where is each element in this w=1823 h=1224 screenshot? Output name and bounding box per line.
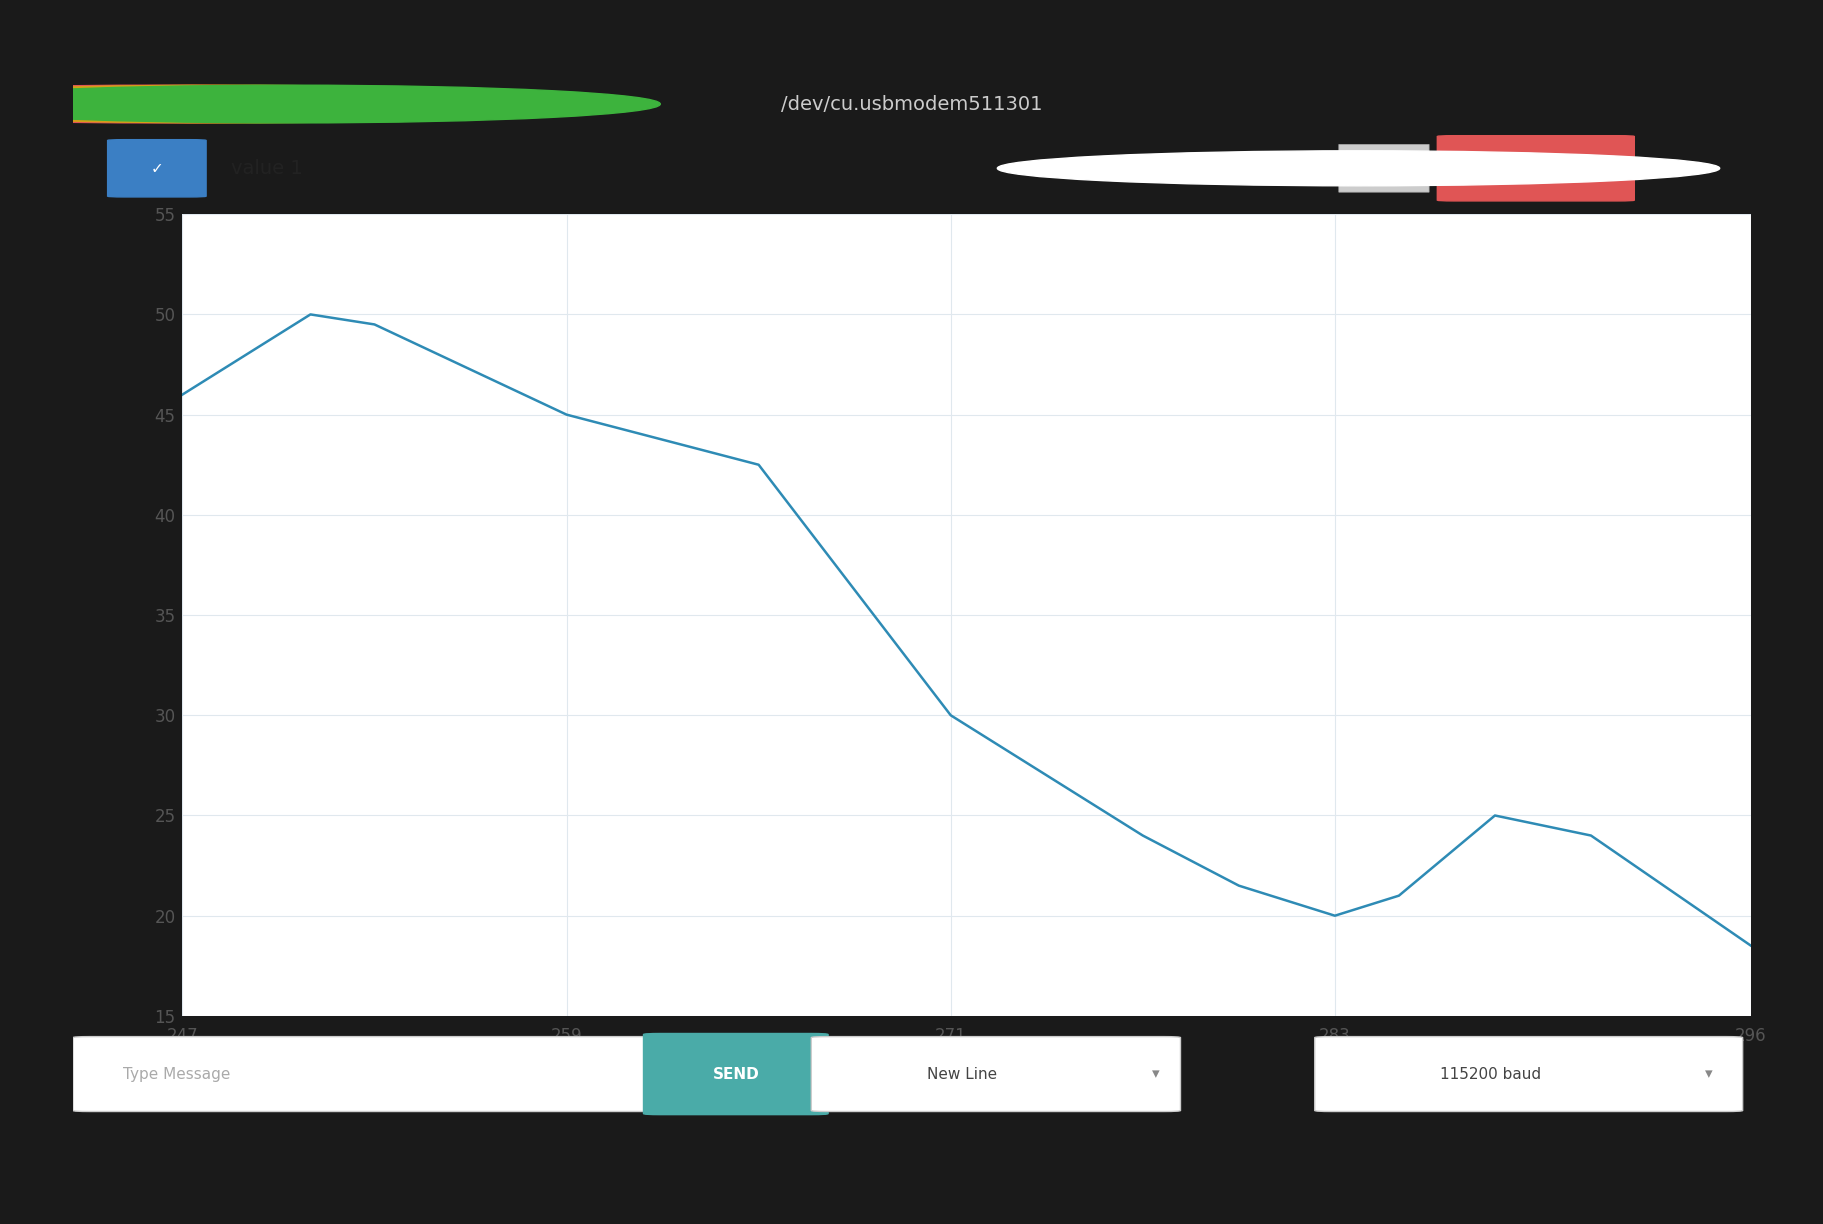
Text: ▾: ▾	[1150, 1066, 1158, 1082]
Text: Interpolate: Interpolate	[1207, 159, 1305, 177]
Text: /dev/cu.usbmodem511301: /dev/cu.usbmodem511301	[780, 94, 1043, 114]
Circle shape	[0, 86, 660, 122]
Text: ≡: ≡	[1655, 157, 1677, 180]
Text: value 1: value 1	[230, 159, 303, 177]
FancyBboxPatch shape	[73, 1037, 660, 1111]
FancyBboxPatch shape	[1338, 144, 1429, 192]
Text: SEND: SEND	[713, 1066, 758, 1082]
FancyBboxPatch shape	[1437, 136, 1633, 201]
FancyBboxPatch shape	[644, 1033, 828, 1115]
FancyBboxPatch shape	[811, 1037, 1179, 1111]
Text: STOP: STOP	[1508, 159, 1562, 177]
Text: New Line: New Line	[926, 1066, 997, 1082]
Circle shape	[997, 151, 1719, 186]
Text: ▾: ▾	[1705, 1066, 1712, 1082]
FancyBboxPatch shape	[1314, 1037, 1741, 1111]
Text: Type Message: Type Message	[124, 1066, 230, 1082]
FancyBboxPatch shape	[108, 140, 206, 197]
Text: 115200 baud: 115200 baud	[1440, 1066, 1540, 1082]
Circle shape	[0, 86, 525, 122]
Text: ✓: ✓	[151, 160, 162, 176]
Circle shape	[0, 86, 592, 122]
